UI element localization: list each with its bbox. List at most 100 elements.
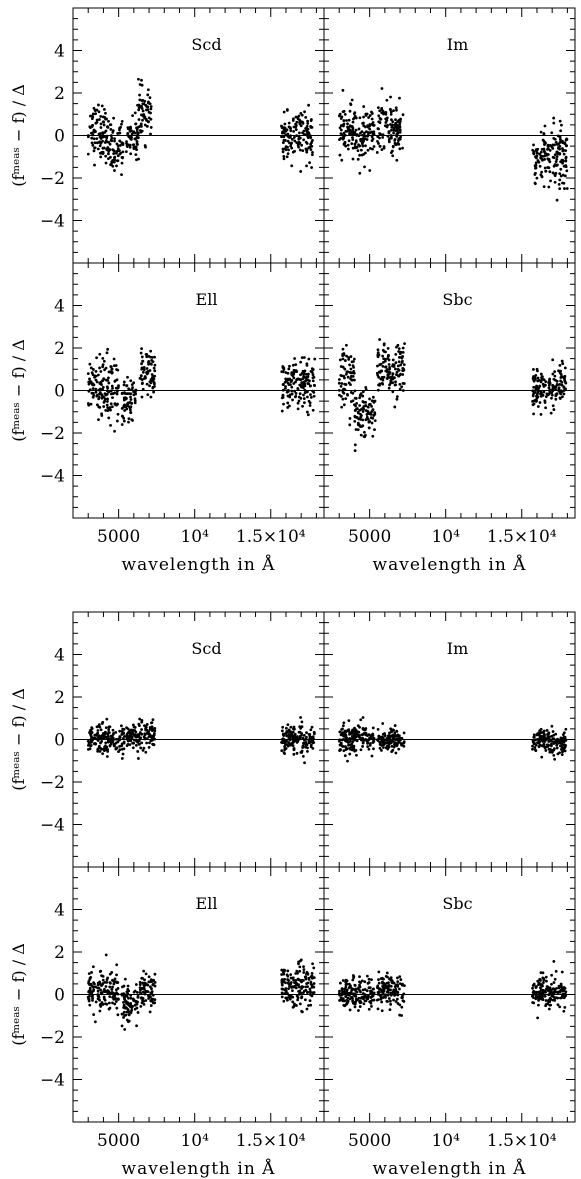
data-point	[540, 995, 544, 999]
data-point	[306, 413, 310, 417]
data-point	[558, 178, 562, 182]
data-point	[376, 355, 380, 359]
data-point	[302, 965, 305, 969]
data-point	[281, 150, 285, 154]
data-point	[109, 370, 112, 374]
data-point	[562, 738, 566, 741]
data-point	[147, 746, 151, 749]
data-point	[122, 383, 126, 387]
data-point	[544, 380, 548, 384]
data-point	[355, 407, 359, 411]
data-point	[402, 368, 406, 372]
data-point	[285, 155, 289, 159]
data-point	[91, 368, 95, 371]
data-point	[95, 380, 99, 384]
data-point	[103, 987, 106, 991]
data-point	[341, 88, 345, 92]
data-point	[395, 395, 399, 399]
data-point	[148, 369, 152, 372]
data-point	[280, 740, 283, 744]
data-point	[369, 412, 373, 416]
data-point	[360, 407, 363, 411]
data-point	[381, 984, 385, 988]
data-point	[105, 351, 109, 355]
data-point	[126, 133, 130, 137]
data-point	[368, 169, 372, 172]
data-point	[147, 120, 150, 124]
data-point	[106, 125, 109, 129]
data-point	[396, 993, 400, 997]
data-point	[284, 386, 287, 390]
data-point	[548, 1000, 552, 1004]
panel-top-im: Im	[323, 7, 576, 264]
data-point	[532, 992, 536, 996]
data-point	[106, 400, 109, 403]
data-point	[391, 728, 395, 732]
data-point	[127, 417, 131, 421]
y-tick-label: −4	[40, 816, 65, 836]
data-point	[540, 174, 544, 178]
data-point	[111, 396, 114, 400]
data-point	[144, 376, 147, 380]
data-point	[107, 990, 111, 993]
data-point	[105, 148, 109, 152]
data-point	[99, 746, 102, 750]
data-point	[359, 748, 363, 752]
data-point	[546, 743, 550, 747]
data-point	[387, 370, 391, 374]
data-point	[386, 1000, 389, 1003]
data-point	[553, 757, 557, 761]
data-point	[361, 144, 365, 148]
data-point	[401, 346, 405, 350]
data-point	[550, 131, 554, 135]
data-point	[129, 405, 133, 409]
data-point	[120, 161, 124, 165]
data-point	[134, 999, 138, 1003]
data-point	[295, 740, 299, 744]
data-point	[543, 143, 546, 146]
data-point	[391, 120, 395, 124]
data-point	[348, 991, 352, 995]
data-point	[137, 742, 141, 746]
data-point	[134, 983, 138, 986]
data-point	[363, 980, 367, 984]
data-point	[339, 385, 343, 388]
data-point	[387, 744, 390, 748]
data-point	[293, 981, 296, 984]
data-point	[545, 728, 549, 732]
data-point	[282, 127, 286, 131]
data-point	[292, 135, 296, 139]
data-point	[99, 370, 103, 373]
data-point	[92, 988, 96, 992]
data-point	[552, 136, 556, 140]
data-point	[284, 981, 287, 985]
data-point	[90, 726, 94, 730]
data-point	[281, 365, 285, 368]
data-point	[342, 387, 346, 391]
data-point	[282, 157, 286, 161]
data-point	[105, 980, 109, 984]
data-point	[125, 140, 128, 144]
data-point	[341, 397, 345, 401]
data-point	[105, 392, 109, 396]
data-point	[291, 117, 295, 121]
data-point	[364, 404, 368, 408]
data-point	[377, 978, 380, 982]
data-point	[109, 402, 113, 406]
data-point	[551, 384, 555, 388]
data-point	[88, 994, 91, 998]
data-point	[106, 379, 110, 382]
data-point	[369, 989, 373, 993]
data-point	[294, 392, 298, 395]
data-point	[135, 141, 139, 145]
data-point	[342, 721, 346, 725]
data-point	[386, 347, 390, 350]
data-point	[100, 412, 103, 416]
data-point	[90, 995, 94, 999]
panel-label: Scd	[191, 639, 221, 658]
data-point	[146, 393, 150, 397]
data-point	[280, 738, 284, 741]
x-tick-label: 5000	[97, 1131, 140, 1151]
data-point	[546, 732, 550, 736]
data-point	[305, 735, 308, 739]
